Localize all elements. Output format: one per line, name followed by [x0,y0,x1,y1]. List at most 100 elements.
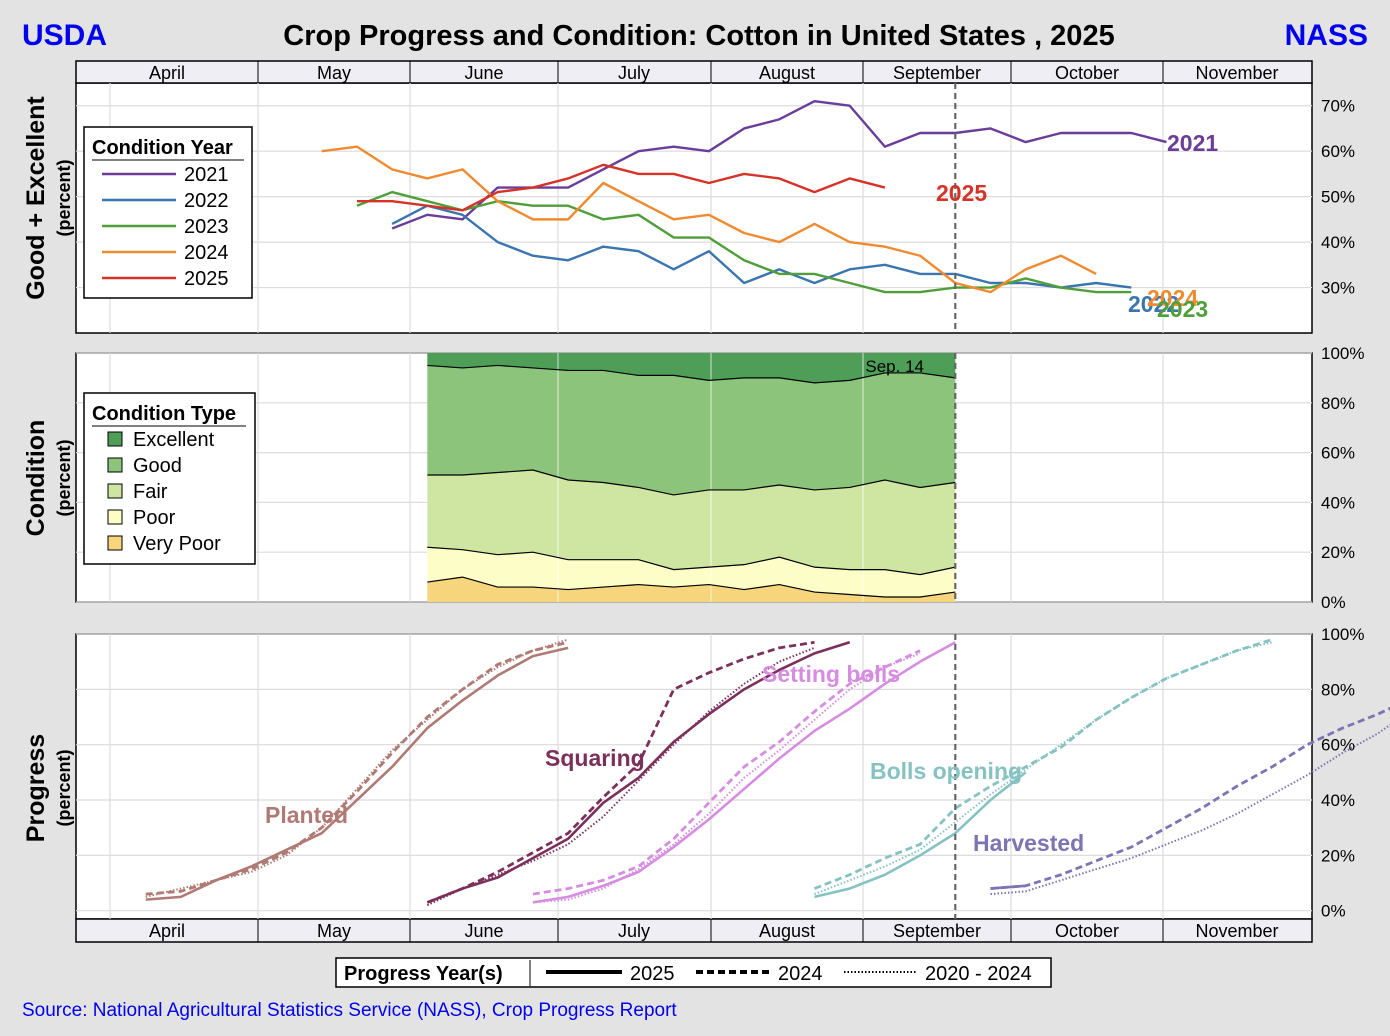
month-label-september-bottom: September [893,921,981,941]
month-strip-top [75,60,1313,84]
bolls-opening-2025-line [814,771,1027,899]
progress-lines [145,638,1390,907]
condition-year-legend: Condition Year 2021 2022 2023 2024 2025 [83,126,253,299]
legend-label-2022: 2022 [184,190,229,212]
ge-axis-subtitle: (percent) [54,159,74,236]
boundary-good-top [427,364,956,384]
legend-label-progress-2024: 2024 [778,963,823,985]
legend-swatch-very-poor [107,535,123,551]
month-label-august: August [759,63,815,83]
month-dividers [257,61,1164,942]
legend-swatch-excellent [107,431,123,447]
squaring-2025-line [426,641,851,904]
y-tick-labels: 30% 40% 50% 60% 70% 0% 20% 40% 60% 80% 100% 0% 20% 40… [1321,97,1364,921]
progress-ytick-label: 0% [1321,902,1346,921]
condition-ytick-label: 40% [1321,493,1355,512]
boundary-poor-top [427,546,956,576]
nass-logo-text: NASS [1285,19,1368,52]
month-label-april-bottom: April [149,921,185,941]
condition-ytick-label: 0% [1321,593,1346,612]
chart-title: Crop Progress and Condition: Cotton in U… [283,20,1114,52]
ge-ytick-label: 70% [1321,97,1355,116]
condition-year-legend-box [83,126,253,299]
area-very-poor [427,577,956,602]
condition-type-legend-title: Condition Type [92,403,236,425]
planted-2025-line [145,646,569,901]
progress-ytick-label: 80% [1321,680,1355,699]
condition-axis-title: Condition [22,420,50,537]
month-label-may-bottom: May [317,921,351,941]
month-label-november: November [1195,63,1278,83]
condition-axis-subtitle: (percent) [54,439,74,516]
squaring-avg-line [426,646,815,907]
planted-avg-line [145,638,569,898]
usda-logo-text: USDA [22,19,107,52]
end-label-2025: 2025 [936,180,987,206]
condition-type-legend: Condition Type Excellent Good Fair Poor … [83,392,256,565]
progress-ytick-label: 40% [1321,791,1355,810]
bolls-opening-2024-line [813,638,1273,890]
condition-year-legend-title: Condition Year [92,137,233,159]
month-labels-top: April May June July August September Oct… [149,63,1279,83]
month-label-april: April [149,63,185,83]
progress-ytick-label: 20% [1321,846,1355,865]
ge-ytick-label: 50% [1321,188,1355,207]
ge-ytick-label: 60% [1321,142,1355,161]
condition-ytick-label: 60% [1321,444,1355,463]
legend-label-2023: 2023 [184,216,229,238]
condition-stacked-areas [427,353,956,602]
month-label-july: July [618,63,650,83]
area-excellent [427,353,956,383]
good-excellent-lines [321,99,1167,294]
line-2024 [321,145,1097,294]
legend-label-progress-2025: 2025 [630,963,675,985]
harvested-2024-line [990,706,1390,890]
harvested-avg-line [990,723,1390,896]
area-poor [427,547,956,598]
progress-axis-title: Progress [22,734,50,842]
boundary-very-poor_top [427,576,956,598]
current-week-label: Sep. 14 [865,357,924,376]
month-label-june-bottom: June [464,921,503,941]
progress-plot-area [75,633,1313,920]
ge-ytick-label: 40% [1321,233,1355,252]
legend-swatch-fair [107,483,123,499]
progress-ytick-label: 60% [1321,736,1355,755]
area-fair [427,470,956,575]
legend-swatch-good [107,457,123,473]
progress-ytick-label: 100% [1321,625,1364,644]
legend-label-fair: Fair [133,481,168,503]
month-label-october-bottom: October [1055,921,1119,941]
line-2021 [391,99,1167,230]
progress-stage-labels: Planted Squaring Setting bolls Bolls ope… [265,661,1084,856]
legend-label-excellent: Excellent [133,429,215,451]
ge-ytick-label: 30% [1321,279,1355,298]
squaring-2024-line [426,640,815,904]
end-label-2021: 2021 [1167,130,1218,156]
area-good [427,365,956,495]
month-strip-bottom [75,918,1313,943]
progress-year-legend-box [335,957,1052,988]
legend-label-progress-avg: 2020 - 2024 [925,963,1032,985]
legend-swatch-poor [107,509,123,525]
progress-year-legend-title: Progress Year(s) [344,963,503,985]
condition-ytick-label: 80% [1321,394,1355,413]
month-label-september: September [893,63,981,83]
month-label-may: May [317,63,351,83]
legend-label-good: Good [133,455,182,477]
month-label-october: October [1055,63,1119,83]
ge-axis-title: Good + Excellent [22,96,50,300]
stage-label-squaring: Squaring [545,745,645,771]
end-label-2022: 2022 [1128,291,1179,317]
good-excellent-end-labels: 2021 2025 2022 2024 2023 [936,130,1218,322]
legend-label-2021: 2021 [184,164,229,186]
setting-bolls-2025-line [532,641,956,904]
boundary-fair-top [427,469,956,496]
legend-label-very-poor: Very Poor [133,533,221,555]
stage-label-planted: Planted [265,802,348,828]
good-excellent-plot-area [75,82,1313,334]
progress-year-legend: Progress Year(s) 2025 2024 2020 - 2024 [335,957,1052,988]
end-label-2024: 2024 [1147,285,1198,311]
